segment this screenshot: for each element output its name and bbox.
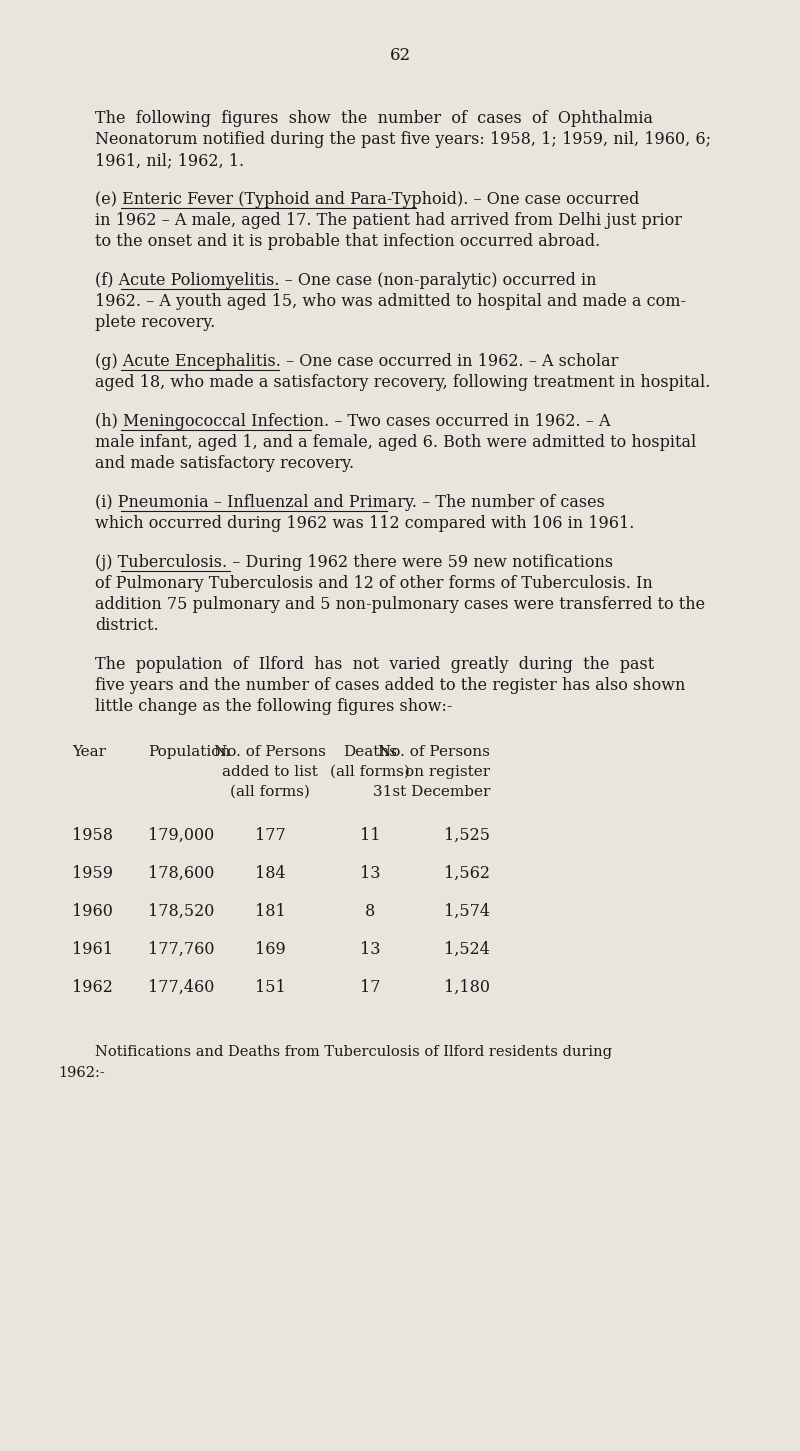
Text: 1962: 1962 xyxy=(72,979,113,995)
Text: district.: district. xyxy=(95,617,158,634)
Text: 1,562: 1,562 xyxy=(444,865,490,882)
Text: Deaths: Deaths xyxy=(343,744,397,759)
Text: of Pulmonary Tuberculosis and 12 of other forms of Tuberculosis. In: of Pulmonary Tuberculosis and 12 of othe… xyxy=(95,575,653,592)
Text: 11: 11 xyxy=(360,827,380,844)
Text: 31st December: 31st December xyxy=(373,785,490,800)
Text: on register: on register xyxy=(405,765,490,779)
Text: The  population  of  Ilford  has  not  varied  greatly  during  the  past: The population of Ilford has not varied … xyxy=(95,656,654,673)
Text: 1,180: 1,180 xyxy=(444,979,490,995)
Text: 8: 8 xyxy=(365,903,375,920)
Text: 181: 181 xyxy=(254,903,286,920)
Text: plete recovery.: plete recovery. xyxy=(95,313,215,331)
Text: 1,525: 1,525 xyxy=(444,827,490,844)
Text: Year: Year xyxy=(72,744,106,759)
Text: in 1962 – A male, aged 17. The patient had arrived from Delhi just prior: in 1962 – A male, aged 17. The patient h… xyxy=(95,212,682,229)
Text: 1958: 1958 xyxy=(72,827,113,844)
Text: addition 75 pulmonary and 5 non-pulmonary cases were transferred to the: addition 75 pulmonary and 5 non-pulmonar… xyxy=(95,596,705,612)
Text: 1961: 1961 xyxy=(72,942,113,958)
Text: five years and the number of cases added to the register has also shown: five years and the number of cases added… xyxy=(95,678,686,694)
Text: (i) Pneumonia – Influenzal and Primary. – The number of cases: (i) Pneumonia – Influenzal and Primary. … xyxy=(95,493,605,511)
Text: male infant, aged 1, and a female, aged 6. Both were admitted to hospital: male infant, aged 1, and a female, aged … xyxy=(95,434,696,451)
Text: which occurred during 1962 was 112 compared with 106 in 1961.: which occurred during 1962 was 112 compa… xyxy=(95,515,634,533)
Text: Neonatorum notified during the past five years: 1958, 1; 1959, nil, 1960, 6;: Neonatorum notified during the past five… xyxy=(95,131,711,148)
Text: 177,760: 177,760 xyxy=(148,942,214,958)
Text: 13: 13 xyxy=(360,942,380,958)
Text: 177: 177 xyxy=(254,827,286,844)
Text: 17: 17 xyxy=(360,979,380,995)
Text: 184: 184 xyxy=(254,865,286,882)
Text: 178,600: 178,600 xyxy=(148,865,214,882)
Text: (g) Acute Encephalitis. – One case occurred in 1962. – A scholar: (g) Acute Encephalitis. – One case occur… xyxy=(95,353,618,370)
Text: 1960: 1960 xyxy=(72,903,113,920)
Text: (e) Enteric Fever (Typhoid and Para-Typhoid). – One case occurred: (e) Enteric Fever (Typhoid and Para-Typh… xyxy=(95,192,639,207)
Text: No. of Persons: No. of Persons xyxy=(378,744,490,759)
Text: 178,520: 178,520 xyxy=(148,903,214,920)
Text: and made satisfactory recovery.: and made satisfactory recovery. xyxy=(95,456,354,472)
Text: 1,574: 1,574 xyxy=(444,903,490,920)
Text: (h) Meningococcal Infection. – Two cases occurred in 1962. – A: (h) Meningococcal Infection. – Two cases… xyxy=(95,414,610,429)
Text: 62: 62 xyxy=(390,46,410,64)
Text: 177,460: 177,460 xyxy=(148,979,214,995)
Text: (all forms): (all forms) xyxy=(230,785,310,800)
Text: 169: 169 xyxy=(254,942,286,958)
Text: aged 18, who made a satisfactory recovery, following treatment in hospital.: aged 18, who made a satisfactory recover… xyxy=(95,374,710,390)
Text: Notifications and Deaths from Tuberculosis of Ilford residents during: Notifications and Deaths from Tuberculos… xyxy=(58,1045,612,1059)
Text: (f) Acute Poliomyelitis. – One case (non-paralytic) occurred in: (f) Acute Poliomyelitis. – One case (non… xyxy=(95,271,597,289)
Text: added to list: added to list xyxy=(222,765,318,779)
Text: to the onset and it is probable that infection occurred abroad.: to the onset and it is probable that inf… xyxy=(95,234,600,250)
Text: No. of Persons: No. of Persons xyxy=(214,744,326,759)
Text: 1,524: 1,524 xyxy=(444,942,490,958)
Text: 1961, nil; 1962, 1.: 1961, nil; 1962, 1. xyxy=(95,152,244,168)
Text: The  following  figures  show  the  number  of  cases  of  Ophthalmia: The following figures show the number of… xyxy=(95,110,653,128)
Text: 13: 13 xyxy=(360,865,380,882)
Text: 1959: 1959 xyxy=(72,865,113,882)
Text: 151: 151 xyxy=(254,979,286,995)
Text: (j) Tuberculosis. – During 1962 there were 59 new notifications: (j) Tuberculosis. – During 1962 there we… xyxy=(95,554,613,572)
Text: 1962. – A youth aged 15, who was admitted to hospital and made a com-: 1962. – A youth aged 15, who was admitte… xyxy=(95,293,686,311)
Text: Population: Population xyxy=(148,744,230,759)
Text: 1962:-: 1962:- xyxy=(58,1066,105,1080)
Text: little change as the following figures show:-: little change as the following figures s… xyxy=(95,698,452,715)
Text: 179,000: 179,000 xyxy=(148,827,214,844)
Text: (all forms): (all forms) xyxy=(330,765,410,779)
